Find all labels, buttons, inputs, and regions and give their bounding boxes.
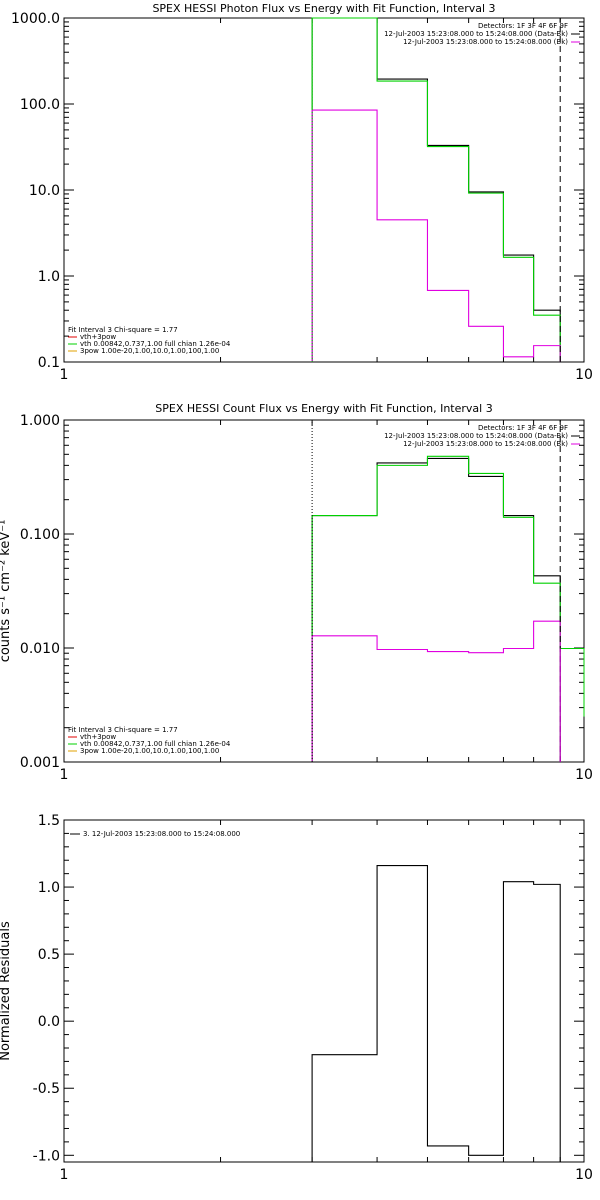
y-tick-label: -1.0 (33, 1148, 60, 1164)
x-tick-label: 10 (575, 1167, 593, 1183)
legend-entry: 12-Jul-2003 15:23:08.000 to 15:24:08.000… (403, 440, 568, 448)
y-tick-label: 0.100 (20, 527, 60, 543)
x-tick-label: 1 (60, 1167, 69, 1183)
y-tick-label: 0.0 (38, 1014, 60, 1030)
y-tick-label: 1.0 (38, 269, 60, 285)
legend-fit-title: Fit Interval 3 Chi-square = 1.77 (68, 326, 178, 334)
series-line-3 (311, 109, 561, 362)
series-line-1 (311, 865, 561, 1162)
legend-entry: Detectors: 1F 3F 4F 6F 9F (478, 22, 568, 30)
series-line-3 (311, 620, 561, 762)
y-tick-label: 10.0 (29, 183, 60, 199)
chart-title: SPEX HESSI Count Flux vs Energy with Fit… (155, 402, 492, 415)
chart-panel-1: SPEX HESSI Photon Flux vs Energy with Fi… (11, 2, 593, 383)
y-tick-label: 1.0 (38, 880, 60, 896)
legend-entry: vth+3pow (80, 333, 116, 341)
y-tick-label: -0.5 (33, 1081, 60, 1097)
legend-entry: vth 0.00842,0.737,1.00 full chian 1.26e-… (80, 340, 231, 348)
legend-entry: 3pow 1.00e-20,1.00,10.0,1.00,100,1.00 (80, 347, 219, 355)
legend-entry: 3pow 1.00e-20,1.00,10.0,1.00,100,1.00 (80, 747, 219, 755)
y-axis-label: counts s⁻¹ cm⁻² keV⁻¹ (0, 520, 13, 663)
legend-entry: 12-Jul-2003 15:23:08.000 to 15:24:08.000… (384, 30, 568, 38)
y-tick-label: 1000.0 (11, 11, 60, 27)
legend-entry: Detectors: 1F 3F 4F 6F 9F (478, 424, 568, 432)
legend-entry: vth+3pow (80, 733, 116, 741)
plot-frame (63, 419, 585, 763)
chart-panel-3: Normalized Residuals 1 10 -1.0 -0.5 0.0 0.5 1.0… (0, 813, 593, 1183)
y-tick-label: 0.010 (20, 641, 60, 657)
x-tick-label: 1 (60, 767, 69, 783)
x-tick-label: 1 (60, 367, 69, 383)
series-line-2 (311, 455, 561, 762)
series-line-2 (311, 17, 561, 362)
chart-panel-2: SPEX HESSI Count Flux vs Energy with Fit… (0, 402, 593, 783)
x-tick-label: 10 (575, 767, 593, 783)
y-tick-label: 0.1 (38, 355, 60, 371)
y-tick-label: 100.0 (20, 97, 60, 113)
chart-title: SPEX HESSI Photon Flux vs Energy with Fi… (152, 2, 495, 15)
legend-entry: 12-Jul-2003 15:23:08.000 to 15:24:08.000… (403, 38, 568, 46)
legend-fit-title: Fit Interval 3 Chi-square = 1.77 (68, 726, 178, 734)
x-tick-label: 10 (575, 367, 593, 383)
y-axis-label: Normalized Residuals (0, 921, 13, 1061)
y-tick-label: 1.5 (38, 813, 60, 829)
y-tick-label: 0.5 (38, 947, 60, 963)
plot-frame (63, 819, 585, 1163)
legend-entry: 12-Jul-2003 15:23:08.000 to 15:24:08.000… (384, 432, 568, 440)
y-tick-label: 1.000 (20, 413, 60, 429)
legend-entry: 3. 12-Jul-2003 15:23:08.000 to 15:24:08.… (83, 830, 240, 838)
legend-entry: vth 0.00842,0.737,1.00 full chian 1.26e-… (80, 740, 231, 748)
y-tick-label: 0.001 (20, 755, 60, 771)
